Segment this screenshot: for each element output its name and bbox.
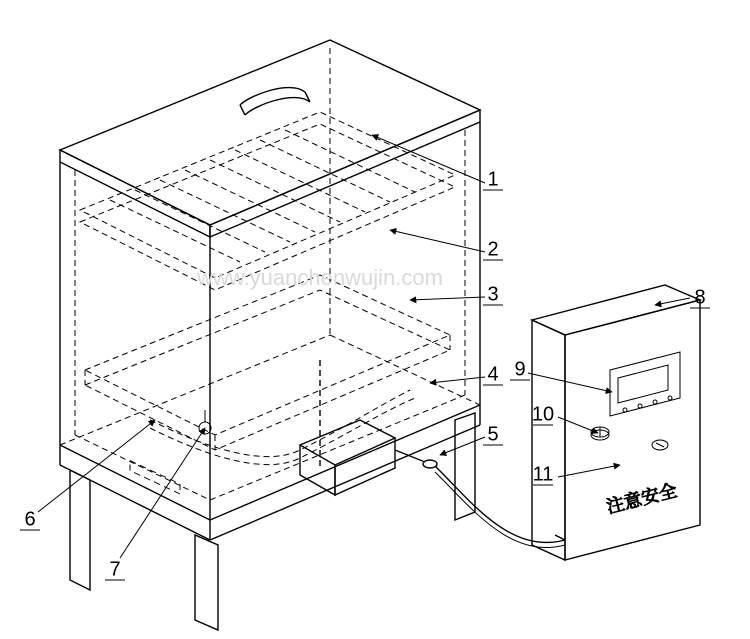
label-7: 7 <box>109 558 120 580</box>
leader-9 <box>528 373 612 392</box>
watermark: www.yuanchenwujin.com <box>196 265 443 290</box>
leader-3 <box>410 297 485 300</box>
label-10: 10 <box>532 403 554 425</box>
label-8: 8 <box>694 286 705 308</box>
label-6: 6 <box>24 508 35 530</box>
label-3: 3 <box>487 283 498 305</box>
label-4: 4 <box>487 363 498 385</box>
leader-2 <box>390 230 485 252</box>
label-2: 2 <box>487 238 498 260</box>
leader-7 <box>120 428 205 558</box>
leader-4 <box>430 377 485 383</box>
label-1: 1 <box>487 168 498 190</box>
leader-11 <box>558 465 620 477</box>
label-5: 5 <box>487 423 498 445</box>
warning-text: 注意安全 <box>603 476 679 519</box>
leader-10 <box>558 417 598 433</box>
leader-6 <box>38 420 155 512</box>
leader-1 <box>372 135 485 183</box>
label-11: 11 <box>533 463 554 485</box>
label-9: 9 <box>514 358 525 380</box>
